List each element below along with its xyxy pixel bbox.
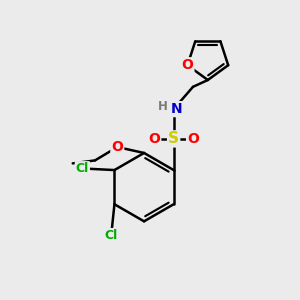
Text: O: O	[187, 132, 199, 146]
Text: H: H	[158, 100, 168, 113]
Text: O: O	[182, 58, 194, 72]
Text: N: N	[171, 102, 182, 116]
Text: S: S	[168, 131, 179, 146]
Text: Cl: Cl	[76, 162, 89, 175]
Text: Cl: Cl	[105, 229, 118, 242]
Text: O: O	[148, 132, 160, 146]
Text: O: O	[111, 140, 123, 154]
